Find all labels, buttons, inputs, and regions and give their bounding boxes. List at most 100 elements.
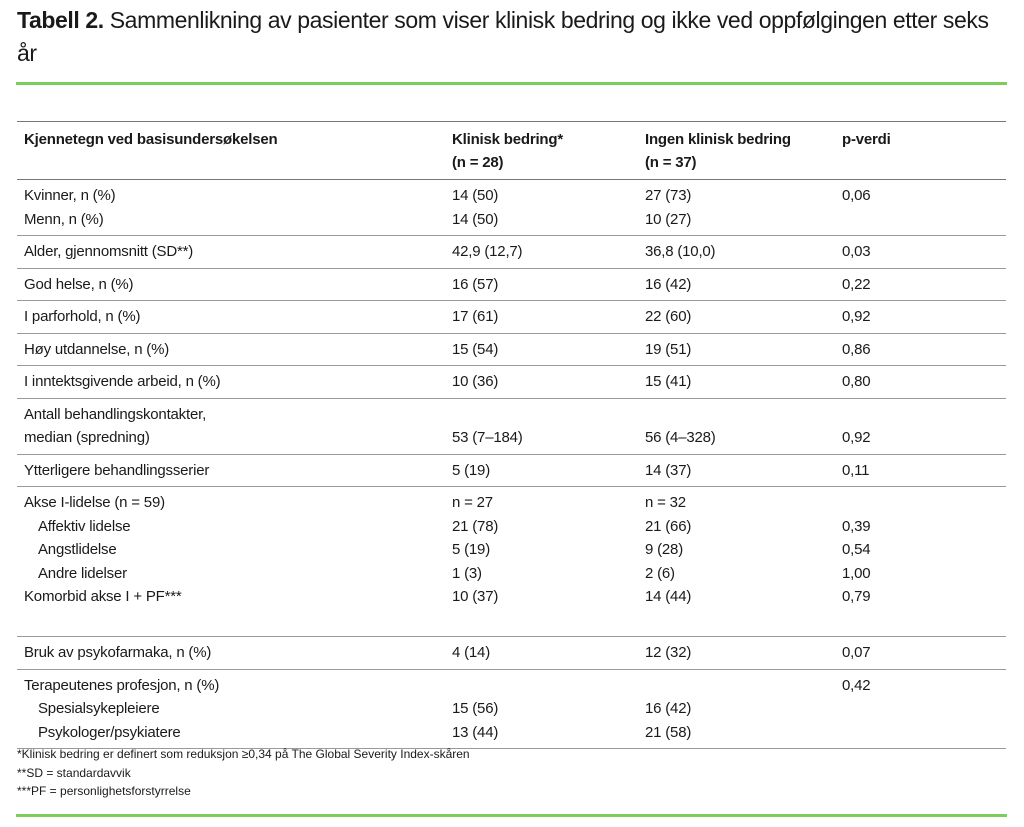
table-cell-line: 27 (73) (645, 187, 692, 204)
table-cell-line: 10 (27) (645, 210, 692, 228)
table-cell-line: 9 (28) (645, 541, 683, 558)
table-cell-line: 17 (61) (452, 308, 499, 325)
not-improved-cell: 22 (60) (638, 301, 835, 334)
table-cell-line (645, 674, 835, 698)
table-caption: Tabell 2. Sammenlikning av pasienter som… (17, 4, 1007, 70)
table-cell-line: 0,06 (842, 187, 871, 204)
improved-cell: 16 (57) (445, 268, 638, 301)
table-cell-line: 15 (56) (452, 700, 499, 717)
table-row-group: Kvinner, n (%) Menn, n (%) 14 (50) 14 (50) 2… (17, 180, 1006, 236)
not-improved-cell: 56 (4–328) (638, 398, 835, 454)
table-cell-line: 42,9 (12,7) (452, 243, 523, 260)
table-cell-line: 5 (19) (452, 541, 490, 558)
table-cell-line: 0,42 (842, 676, 871, 694)
improved-cell: 42,9 (12,7) (445, 236, 638, 269)
not-improved-cell: 12 (32) (638, 637, 835, 670)
table-row-group: God helse, n (%) 16 (57) 16 (42) 0,22 (17, 268, 1006, 301)
p-value-cell: 0,92 (835, 398, 1006, 454)
table-cell-line (842, 208, 1006, 232)
p-value-cell: 0,92 (835, 301, 1006, 334)
characteristic-cell: Antall behandlingskontakter, median (spre… (17, 398, 445, 454)
p-value-cell: 0,80 (835, 366, 1006, 399)
table-cell-line: 21 (58) (645, 723, 692, 741)
table-cell-line: 0,11 (842, 461, 870, 479)
table-cell-line: Affektiv lidelse (38, 517, 131, 535)
table-cell-line: 14 (50) (452, 187, 499, 204)
improved-cell: 10 (36) (445, 366, 638, 399)
table-cell-line: Psykologer/psykiatere (38, 723, 181, 741)
table-cell-line: 0,39 (842, 517, 871, 535)
table-row-group: Bruk av psykofarmaka, n (%) 4 (14) 12 (32)… (17, 637, 1006, 670)
p-value-cell: 0,11 (835, 454, 1006, 487)
p-value-cell: 0,86 (835, 333, 1006, 366)
table-cell-line: 12 (32) (645, 644, 692, 661)
col-header-not-improved: Ingen klinisk bedring (n = 37) (645, 131, 791, 171)
table-cell-line: Kvinner, n (%) (24, 187, 116, 204)
table-cell-line: Alder, gjennomsnitt (SD**) (24, 243, 194, 260)
bottom-accent-rule (16, 814, 1007, 817)
table-cell-line (645, 609, 835, 633)
col-header-characteristic: Kjennetegn ved basisundersøkelsen (24, 131, 278, 148)
improved-cell: 15 (56) 13 (44) (445, 669, 638, 749)
p-value-cell: 0,03 (835, 236, 1006, 269)
not-improved-cell: 27 (73) 10 (27) (638, 180, 835, 236)
table-cell-line: Spesialsykepleiere (38, 700, 160, 717)
footnote: *Klinisk bedring er definert som reduksj… (17, 747, 470, 761)
table-row-group: Terapeutenes profesjon, n (%) Spesialsyke… (17, 669, 1006, 749)
table-cell-line: n = 27 (452, 494, 493, 511)
not-improved-cell: 36,8 (10,0) (638, 236, 835, 269)
not-improved-cell: 15 (41) (638, 366, 835, 399)
characteristic-cell: I parforhold, n (%) (17, 301, 445, 334)
improved-cell: 14 (50) 14 (50) (445, 180, 638, 236)
table-row-group: I inntektsgivende arbeid, n (%) 10 (36) 15… (17, 366, 1006, 399)
footnote: ***PF = personlighetsforstyrrelse (17, 784, 191, 798)
col-header-improved: Klinisk bedring* (n = 28) (452, 131, 563, 171)
table-cell-line: 36,8 (10,0) (645, 243, 716, 260)
table-cell-line: 0,22 (842, 275, 871, 293)
not-improved-cell: 19 (51) (638, 333, 835, 366)
footnotes: *Klinisk bedring er definert som reduksj… (17, 745, 470, 801)
not-improved-cell: 16 (42) (638, 268, 835, 301)
table-cell-line: Menn, n (%) (24, 210, 104, 228)
table-cell-line: 19 (51) (645, 340, 692, 358)
table-cell-line: 15 (41) (645, 373, 692, 390)
improved-cell: n = 27 21 (78) 5 (19) 1 (3) 10 (37) (445, 487, 638, 637)
table-cell-line (452, 674, 638, 698)
table-row-group: I parforhold, n (%) 17 (61) 22 (60) 0,92 (17, 301, 1006, 334)
caption-text: Sammenlikning av pasienter som viser kli… (17, 7, 989, 66)
table-cell-line: Terapeutenes profesjon, n (%) (24, 676, 220, 694)
table-cell-line: 16 (42) (645, 700, 692, 717)
table-cell-line: 22 (60) (645, 308, 692, 325)
p-value-cell: 0,07 (835, 637, 1006, 670)
table-cell-line: 0,03 (842, 243, 871, 260)
table-cell-line: Bruk av psykofarmaka, n (%) (24, 644, 212, 661)
table-cell-line: 0,07 (842, 644, 871, 661)
table-cell-line: I parforhold, n (%) (24, 308, 141, 325)
not-improved-cell: 14 (37) (638, 454, 835, 487)
table-cell-line: 16 (42) (645, 275, 692, 293)
table-cell-line (452, 403, 638, 427)
top-accent-rule (16, 82, 1007, 85)
table-cell-line (645, 403, 835, 427)
table-row-group: Akse I-lidelse (n = 59) Affektiv lidelse A… (17, 487, 1006, 637)
table-cell-line: Angstlidelse (38, 541, 117, 558)
table-cell-line: 21 (66) (645, 517, 692, 535)
table-cell-line: 1,00 (842, 564, 871, 582)
characteristic-cell: I inntektsgivende arbeid, n (%) (17, 366, 445, 399)
table-cell-line: median (spredning) (24, 429, 150, 446)
table-cell-line (842, 403, 1006, 427)
table-cell-line: 0,80 (842, 373, 871, 390)
table-cell-line: 13 (44) (452, 723, 499, 741)
table-cell-line: Ytterligere behandlingsserier (24, 461, 210, 479)
header-row: Kjennetegn ved basisundersøkelsen Klinis… (17, 121, 1006, 180)
table-cell-line: 21 (78) (452, 517, 499, 535)
p-value-cell: 0,22 (835, 268, 1006, 301)
table-cell-line: 0,86 (842, 340, 871, 358)
improved-cell: 15 (54) (445, 333, 638, 366)
characteristic-cell: Terapeutenes profesjon, n (%) Spesialsyke… (17, 669, 445, 749)
p-value-cell: 0,39 0,54 1,00 0,79 (835, 487, 1006, 637)
characteristic-cell: Alder, gjennomsnitt (SD**) (17, 236, 445, 269)
characteristic-cell: Ytterligere behandlingsserier (17, 454, 445, 487)
table-cell-line: 14 (50) (452, 210, 499, 228)
table-cell-line: 1 (3) (452, 564, 482, 582)
